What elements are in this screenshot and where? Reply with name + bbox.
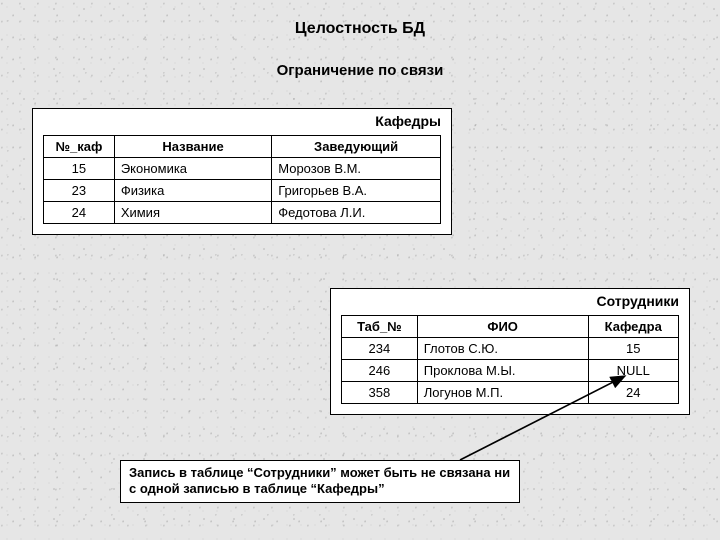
table-row: 234 Глотов С.Ю. 15 [342, 338, 679, 360]
page-subtitle: Ограничение по связи [0, 62, 720, 79]
panel-departments-title: Кафедры [33, 109, 451, 135]
cell: Проклова М.Ы. [417, 360, 588, 382]
col-header: №_каф [44, 136, 115, 158]
cell: Логунов М.П. [417, 382, 588, 404]
table-row: 246 Проклова М.Ы. NULL [342, 360, 679, 382]
table-row: 15 Экономика Морозов В.М. [44, 158, 441, 180]
table-header-row: №_каф Название Заведующий [44, 136, 441, 158]
col-header: Название [114, 136, 271, 158]
cell: 23 [44, 180, 115, 202]
panel-employees-title: Сотрудники [331, 289, 689, 315]
cell: Экономика [114, 158, 271, 180]
cell: Глотов С.Ю. [417, 338, 588, 360]
table-row: 23 Физика Григорьев В.А. [44, 180, 441, 202]
cell: 246 [342, 360, 418, 382]
panel-employees: Сотрудники Таб_№ ФИО Кафедра 234 Глотов … [330, 288, 690, 415]
col-header: ФИО [417, 316, 588, 338]
cell-null: NULL [588, 360, 679, 382]
cell: 24 [588, 382, 679, 404]
cell: 234 [342, 338, 418, 360]
departments-table: №_каф Название Заведующий 15 Экономика М… [43, 135, 441, 224]
callout-note: Запись в таблице “Сотрудники” может быть… [120, 460, 520, 503]
panel-departments: Кафедры №_каф Название Заведующий 15 Эко… [32, 108, 452, 235]
arrow-icon [0, 0, 720, 540]
cell: 15 [588, 338, 679, 360]
page-title: Целостность БД [0, 20, 720, 38]
cell: Химия [114, 202, 271, 224]
cell: 24 [44, 202, 115, 224]
table-row: 24 Химия Федотова Л.И. [44, 202, 441, 224]
cell: Федотова Л.И. [272, 202, 441, 224]
employees-table: Таб_№ ФИО Кафедра 234 Глотов С.Ю. 15 246… [341, 315, 679, 404]
col-header: Кафедра [588, 316, 679, 338]
cell: Морозов В.М. [272, 158, 441, 180]
col-header: Заведующий [272, 136, 441, 158]
cell: 358 [342, 382, 418, 404]
cell: Физика [114, 180, 271, 202]
cell: Григорьев В.А. [272, 180, 441, 202]
table-row: 358 Логунов М.П. 24 [342, 382, 679, 404]
col-header: Таб_№ [342, 316, 418, 338]
table-header-row: Таб_№ ФИО Кафедра [342, 316, 679, 338]
cell: 15 [44, 158, 115, 180]
